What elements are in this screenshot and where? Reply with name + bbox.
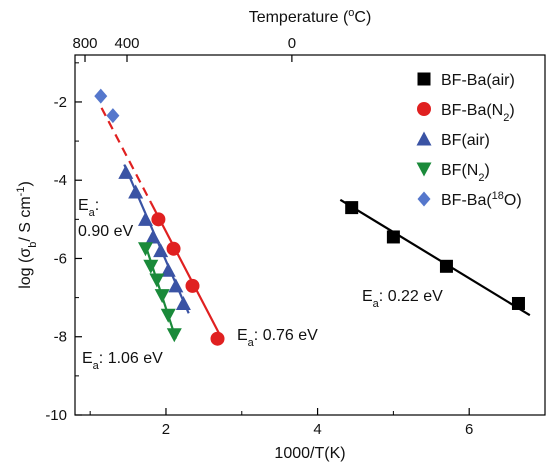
data-point [185,278,200,293]
x-tick-label: 4 [313,421,321,438]
legend-label: BF-Ba(18O) [441,190,522,209]
data-point [166,241,181,256]
plot-frame [74,54,546,416]
top-tick-label: 800 [72,35,97,52]
data-point [439,259,453,273]
data-point [145,229,161,244]
data-point [153,243,169,258]
data-point [106,108,120,124]
legend-marker [416,131,432,146]
legend-label: BF(N2) [441,162,490,184]
activation-energy-label: Ea: 0.22 eV [362,288,443,310]
fit-line [339,198,531,317]
data-point [154,289,170,304]
data-point [511,296,525,310]
activation-energy-value: 0.90 eV [78,223,133,240]
legend-label: BF-Ba(N2) [441,102,515,124]
data-point [345,201,359,215]
data-point [175,295,191,310]
y-tick-label: -8 [54,329,67,346]
legend-marker [417,191,431,207]
data-point [210,331,225,346]
data-point [143,259,159,274]
legend-label: BF(air) [441,132,490,149]
data-point [138,211,153,226]
fit-line-dashed [100,107,152,203]
legend-marker [417,102,431,116]
fit-line [149,201,224,342]
data-point [160,262,176,277]
x-tick-label: 6 [465,421,473,438]
data-point [128,184,144,199]
data-point [138,242,153,257]
top-tick-label: 400 [114,35,139,52]
data-point [166,328,182,343]
legend: BF-Ba(air) BF-Ba(N2) BF(air) BF(N2) BF-Ba(18… [416,72,522,209]
y-tick-label: -4 [54,172,67,189]
data-point [160,308,176,323]
x-tick-label: 2 [162,421,170,438]
activation-energy-label: Ea: 1.06 eV [82,350,163,372]
y-tick-label: -6 [54,250,67,267]
y-axis-title: log (σb/ S cm-1) [15,181,39,289]
legend-marker [417,72,431,86]
x-axis-title: 1000/T(K) [274,445,345,462]
y-tick-label: -2 [54,94,67,111]
top-axis-title: Temperature (oC) [249,7,372,26]
y-tick-label: -10 [45,407,67,424]
data-point [168,278,184,293]
data-point [94,88,108,104]
data-point [149,273,165,288]
data-point [118,164,134,179]
data-point [151,212,166,227]
activation-energy-label: Ea: [78,197,99,219]
data-point [386,230,400,244]
legend-label: BF-Ba(air) [441,72,515,89]
top-tick-label: 0 [288,35,296,52]
activation-energy-label: Ea: 0.76 eV [237,327,318,349]
legend-marker [416,162,432,177]
